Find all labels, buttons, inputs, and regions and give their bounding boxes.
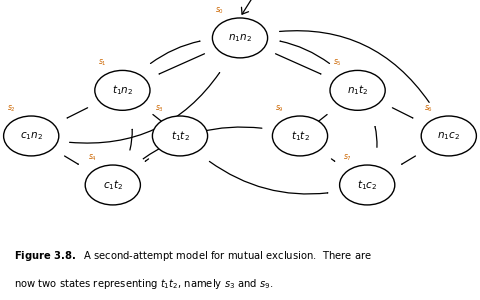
Ellipse shape <box>330 70 385 110</box>
Text: $s_2$: $s_2$ <box>7 103 15 114</box>
FancyArrowPatch shape <box>280 31 429 102</box>
FancyArrowPatch shape <box>331 159 335 161</box>
Text: $s_0$: $s_0$ <box>216 5 224 16</box>
Text: $c_1t_2$: $c_1t_2$ <box>103 178 123 192</box>
FancyArrowPatch shape <box>280 41 329 64</box>
FancyArrowPatch shape <box>151 41 200 64</box>
Text: $c_1n_2$: $c_1n_2$ <box>20 130 43 142</box>
FancyArrowPatch shape <box>276 54 321 74</box>
Ellipse shape <box>212 18 268 58</box>
FancyArrowPatch shape <box>67 108 88 118</box>
FancyArrowPatch shape <box>130 129 132 150</box>
Ellipse shape <box>421 116 477 156</box>
Text: $t_1n_2$: $t_1n_2$ <box>112 83 133 97</box>
FancyArrowPatch shape <box>392 108 413 118</box>
FancyArrowPatch shape <box>144 127 262 159</box>
Text: $t_1c_2$: $t_1c_2$ <box>357 178 377 192</box>
FancyArrowPatch shape <box>145 159 149 161</box>
FancyArrowPatch shape <box>159 54 204 74</box>
Ellipse shape <box>339 165 395 205</box>
FancyArrowPatch shape <box>209 161 328 194</box>
Text: $n_1t_2$: $n_1t_2$ <box>347 83 368 97</box>
FancyArrowPatch shape <box>70 73 219 143</box>
Text: $t_1t_2$: $t_1t_2$ <box>170 129 190 143</box>
Text: $t_1t_2$: $t_1t_2$ <box>290 129 310 143</box>
Text: $s_1$: $s_1$ <box>98 58 107 68</box>
FancyArrowPatch shape <box>64 156 78 164</box>
Ellipse shape <box>85 165 140 205</box>
Text: $n_1n_2$: $n_1n_2$ <box>228 32 252 44</box>
Ellipse shape <box>272 116 327 156</box>
Text: $s_9$: $s_9$ <box>276 103 284 114</box>
FancyArrowPatch shape <box>301 115 327 135</box>
Text: $s_3$: $s_3$ <box>156 103 164 114</box>
FancyArrowPatch shape <box>153 115 179 135</box>
Text: $s_7$: $s_7$ <box>343 153 351 163</box>
Ellipse shape <box>152 116 207 156</box>
Text: $n_1c_2$: $n_1c_2$ <box>437 130 460 142</box>
Ellipse shape <box>4 116 59 156</box>
FancyArrowPatch shape <box>402 156 416 164</box>
Text: $s_6$: $s_6$ <box>424 103 433 114</box>
Text: $\bf{Figure\ 3.8.}$  A second-attempt model for mutual exclusion.  There are: $\bf{Figure\ 3.8.}$ A second-attempt mod… <box>14 249 372 263</box>
Ellipse shape <box>95 70 150 110</box>
Text: now two states representing $t_1t_2$, namely $s_3$ and $s_9$.: now two states representing $t_1t_2$, na… <box>14 277 274 291</box>
FancyArrowPatch shape <box>375 127 377 147</box>
Text: $s_5$: $s_5$ <box>333 58 342 68</box>
Text: $s_4$: $s_4$ <box>88 153 97 163</box>
